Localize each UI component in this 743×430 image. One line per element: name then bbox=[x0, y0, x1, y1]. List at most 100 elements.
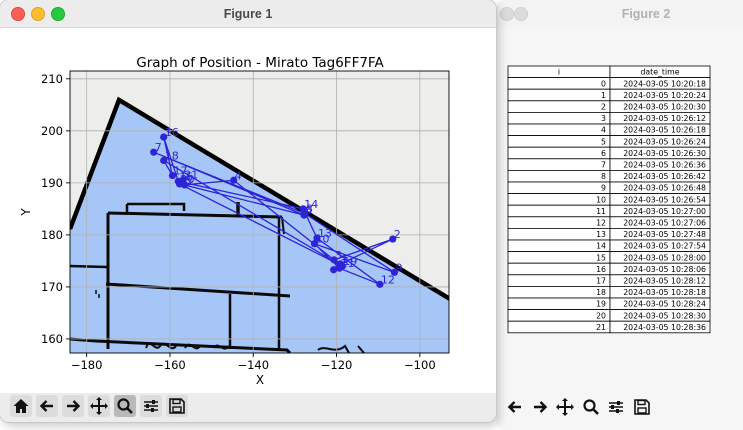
point-label: 13 bbox=[318, 227, 332, 240]
home-icon[interactable] bbox=[10, 395, 32, 417]
point-label: 10 bbox=[315, 233, 329, 246]
point-label: 8 bbox=[306, 203, 313, 216]
table-row-datetime: 2024-03-05 10:20:18 bbox=[623, 79, 706, 88]
chart-title: Graph of Position - Mirato Tag6FF7FA bbox=[136, 55, 384, 71]
table-row-index: 20 bbox=[596, 311, 606, 320]
table-row-datetime: 2024-03-05 10:28:24 bbox=[623, 300, 706, 309]
window-title: Figure 1 bbox=[223, 7, 273, 21]
table-row-datetime: 2024-03-05 10:26:30 bbox=[623, 149, 706, 158]
zoom-icon[interactable] bbox=[580, 396, 602, 418]
point-label: 2 bbox=[394, 228, 401, 241]
table-cell bbox=[507, 262, 611, 276]
table-cell bbox=[507, 227, 611, 241]
data-point bbox=[160, 156, 168, 165]
table-row-datetime: 2024-03-05 10:28:06 bbox=[623, 265, 706, 274]
point-label: 5 bbox=[186, 174, 193, 187]
point-label: 7 bbox=[155, 141, 162, 154]
y-tick-label: 170 bbox=[41, 280, 63, 294]
pan-icon[interactable] bbox=[554, 396, 576, 418]
position-chart[interactable]: Graph of Position - Mirato Tag6FF7FA bbox=[0, 28, 496, 393]
table-row-index: 12 bbox=[596, 219, 606, 228]
table-row-index: 2 bbox=[601, 103, 606, 112]
pan-icon[interactable] bbox=[88, 395, 110, 417]
table-cell bbox=[507, 251, 611, 264]
minimize-button[interactable] bbox=[31, 7, 45, 21]
maximize-button[interactable] bbox=[51, 7, 65, 21]
y-tick-label: 200 bbox=[41, 124, 63, 138]
table-cell bbox=[507, 112, 611, 125]
close-button[interactable] bbox=[500, 7, 514, 21]
table-cell bbox=[507, 204, 611, 218]
table-cell bbox=[507, 320, 611, 334]
forward-arrow-icon[interactable] bbox=[529, 396, 551, 418]
y-tick-label: 210 bbox=[41, 72, 63, 86]
table-row-datetime: 2024-03-05 10:27:54 bbox=[623, 242, 706, 251]
table-row-datetime: 2024-03-05 10:27:06 bbox=[623, 219, 706, 228]
y-axis: 160 170 180 190 200 210 bbox=[41, 72, 70, 346]
save-icon[interactable] bbox=[631, 396, 653, 418]
figure-2-window: Figure 2 i date_time 0 2024-03-05 10:20:18 1… bbox=[496, 0, 743, 430]
table-row-datetime: 2024-03-05 10:28:30 bbox=[623, 311, 706, 320]
table-row-datetime: 2024-03-05 10:26:36 bbox=[623, 161, 706, 170]
table-row-index: 19 bbox=[596, 300, 606, 309]
table-cell bbox=[609, 320, 711, 334]
figure-1-toolbar bbox=[0, 393, 496, 422]
forward-arrow-icon[interactable] bbox=[62, 395, 84, 417]
point-label: 6 bbox=[305, 204, 312, 217]
table-row-datetime: 2024-03-05 10:28:18 bbox=[623, 288, 706, 297]
minimize-button[interactable] bbox=[514, 7, 528, 21]
figure-2-toolbar bbox=[496, 394, 743, 424]
table-cell bbox=[507, 285, 611, 299]
table-row-index: 9 bbox=[601, 184, 606, 193]
table-row-datetime: 2024-03-05 10:28:36 bbox=[623, 323, 706, 332]
axes-frame bbox=[69, 70, 450, 354]
point-label: 20 bbox=[181, 173, 195, 186]
data-table: i date_time 0 2024-03-05 10:20:18 1 2024-03-0… bbox=[507, 65, 711, 334]
data-point bbox=[330, 266, 338, 274]
table-cell bbox=[507, 239, 611, 253]
table-row-index: 6 bbox=[601, 149, 606, 158]
data-point bbox=[160, 133, 168, 141]
point-label: 21 bbox=[184, 169, 198, 182]
save-icon[interactable] bbox=[166, 395, 188, 417]
table-cell bbox=[507, 216, 611, 229]
back-arrow-icon[interactable] bbox=[504, 396, 526, 418]
point-label: 12 bbox=[381, 273, 395, 286]
table-row-datetime: 2024-03-05 10:27:00 bbox=[623, 207, 706, 216]
figure-1-window: Figure 1 Graph of Position - Mirato Tag6… bbox=[0, 0, 496, 422]
y-tick-label: 190 bbox=[41, 176, 63, 190]
table-row-datetime: 2024-03-05 10:20:30 bbox=[623, 103, 706, 112]
x-tick-label: −100 bbox=[404, 358, 436, 372]
table-cell bbox=[507, 135, 611, 148]
table-row-index: 4 bbox=[601, 126, 606, 135]
point-label: 1 bbox=[341, 253, 348, 266]
figure-2-titlebar[interactable]: Figure 2 bbox=[496, 0, 743, 27]
configure-subplots-icon[interactable] bbox=[605, 396, 627, 418]
x-tick-label: −160 bbox=[154, 358, 186, 372]
close-button[interactable] bbox=[11, 7, 25, 21]
data-point bbox=[330, 256, 338, 264]
table-row-index: 3 bbox=[601, 114, 606, 123]
configure-subplots-icon[interactable] bbox=[140, 395, 162, 417]
back-arrow-icon[interactable] bbox=[36, 395, 58, 417]
table-cell bbox=[507, 193, 611, 206]
table-row-index: 11 bbox=[596, 207, 606, 216]
table-row-datetime: 2024-03-05 10:26:54 bbox=[623, 195, 706, 204]
table-row-index: 21 bbox=[596, 323, 606, 332]
y-tick-label: 160 bbox=[41, 332, 63, 346]
table-row-index: 18 bbox=[596, 288, 606, 297]
data-point bbox=[389, 235, 397, 243]
table-row-index: 1 bbox=[601, 91, 606, 100]
point-label: 9 bbox=[395, 261, 402, 274]
point-label: 18 bbox=[165, 149, 179, 162]
table-row-index: 16 bbox=[596, 265, 606, 274]
table-cell bbox=[507, 123, 611, 137]
figure-1-titlebar[interactable]: Figure 1 bbox=[0, 0, 496, 28]
table-header-datetime: date_time bbox=[640, 68, 679, 77]
data-point bbox=[230, 176, 238, 184]
data-point bbox=[150, 148, 158, 156]
y-axis-label: Y bbox=[19, 208, 33, 217]
grid bbox=[70, 71, 449, 353]
zoom-icon[interactable] bbox=[114, 395, 136, 417]
data-point bbox=[310, 240, 319, 248]
